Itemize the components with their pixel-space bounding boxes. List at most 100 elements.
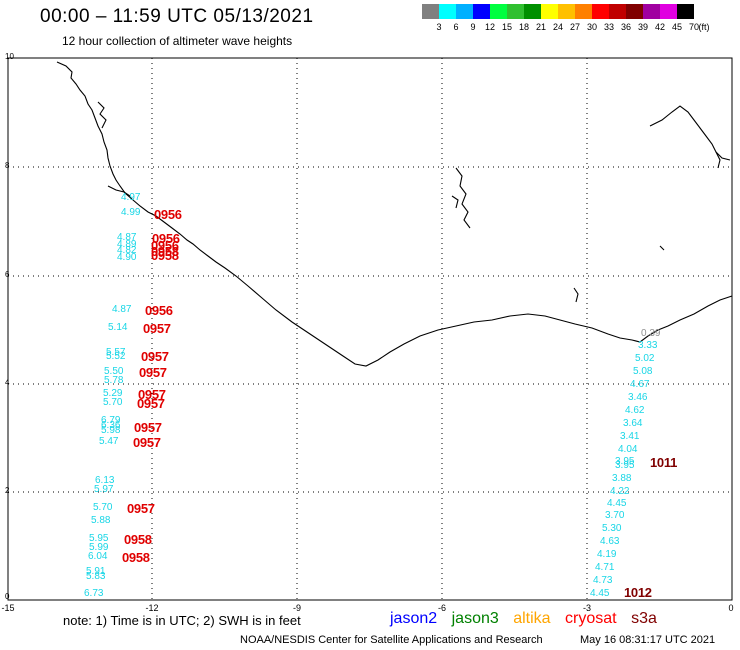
wave-height-label: 4.04 xyxy=(618,444,638,455)
colorbar-label: 30 xyxy=(586,22,598,32)
time-label: 0958 xyxy=(124,532,152,547)
wave-height-label: 4.87 xyxy=(117,232,137,243)
colorbar-swatch xyxy=(541,4,558,19)
colorbar-swatch xyxy=(677,4,694,19)
colorbar xyxy=(422,4,694,19)
wave-height-label: 4.19 xyxy=(597,549,617,560)
wave-height-label: 5.08 xyxy=(633,366,653,377)
time-label: 0958 xyxy=(151,248,179,263)
time-label: 1012 xyxy=(624,585,652,600)
wave-height-label: 5.14 xyxy=(108,322,128,333)
footnote: note: 1) Time is in UTC; 2) SWH is in fe… xyxy=(63,613,301,628)
wave-height-label: 4.62 xyxy=(625,405,645,416)
wave-height-label: 4.45 xyxy=(607,498,627,509)
plot-frame xyxy=(7,57,733,601)
wave-height-label: 4.97 xyxy=(121,192,141,203)
wave-height-label: 3.95 xyxy=(615,456,635,467)
legend-s3a: s3a xyxy=(631,610,657,627)
colorbar-label: 36 xyxy=(620,22,632,32)
satellite-legend: jason2 jason3 altika cryosat s3a xyxy=(390,610,667,628)
wave-height-label: 5.78 xyxy=(104,375,124,386)
wave-height-label: 6.04 xyxy=(88,551,108,562)
x-tick: -15 xyxy=(1,603,15,613)
y-tick: 10 xyxy=(5,52,14,61)
colorbar-label: 45 xyxy=(671,22,683,32)
time-label: 0957 xyxy=(141,349,169,364)
time-label: 0957 xyxy=(134,420,162,435)
wave-height-label: 4.73 xyxy=(593,575,613,586)
time-label: 0957 xyxy=(127,501,155,516)
wave-height-label: 4.67 xyxy=(630,379,650,390)
time-label: 0956 xyxy=(145,303,173,318)
generated-timestamp: May 16 08:31:17 UTC 2021 xyxy=(580,634,716,646)
y-tick: 8 xyxy=(5,161,10,170)
wave-height-label: 5.70 xyxy=(103,397,123,408)
legend-jason2: jason2 xyxy=(390,610,438,627)
wave-height-label: 3.64 xyxy=(623,418,643,429)
x-tick: -12 xyxy=(145,603,159,613)
colorbar-swatch xyxy=(575,4,592,19)
wave-height-label: 4.45 xyxy=(590,588,610,599)
colorbar-swatch xyxy=(507,4,524,19)
colorbar-unit: (ft) xyxy=(698,22,710,32)
y-tick: 6 xyxy=(5,270,10,279)
wave-height-label: 5.30 xyxy=(602,523,622,534)
wave-height-label: 6.79 xyxy=(101,415,121,426)
wave-height-label: 5.91 xyxy=(86,566,106,577)
y-tick: 4 xyxy=(5,378,10,387)
legend-cryosat: cryosat xyxy=(565,610,617,627)
colorbar-swatch xyxy=(609,4,626,19)
wave-height-label: 6.13 xyxy=(95,475,115,486)
colorbar-swatch xyxy=(473,4,490,19)
time-label: 0957 xyxy=(138,387,166,402)
wave-height-label: 3.95 xyxy=(615,460,635,471)
colorbar-label: 21 xyxy=(535,22,547,32)
x-tick: 0 xyxy=(728,603,734,613)
wave-height-label: 3.70 xyxy=(605,510,625,521)
colorbar-swatch xyxy=(422,4,439,19)
wave-height-label: 5.47 xyxy=(99,436,119,447)
wave-height-label: 0.39 xyxy=(641,328,661,339)
colorbar-swatch xyxy=(524,4,541,19)
colorbar-label: 9 xyxy=(470,22,476,32)
y-tick: 0 xyxy=(5,592,10,601)
map-title: 00:00 – 11:59 UTC 05/13/2021 xyxy=(40,6,314,27)
time-label: 0958 xyxy=(151,244,179,259)
x-tick: -9 xyxy=(292,603,302,613)
wave-height-label: 5.02 xyxy=(635,353,655,364)
wave-height-label: 5.52 xyxy=(106,351,126,362)
wave-height-label: 5.70 xyxy=(93,502,113,513)
wave-height-label: 5.50 xyxy=(104,366,124,377)
wave-height-label: 3.46 xyxy=(628,392,648,403)
wave-height-label: 3.88 xyxy=(612,473,632,484)
wave-height-label: 4.89 xyxy=(117,239,137,250)
colorbar-swatch xyxy=(643,4,660,19)
legend-altika: altika xyxy=(513,610,551,627)
credit-line: NOAA/NESDIS Center for Satellite Applica… xyxy=(240,634,543,646)
colorbar-label: 39 xyxy=(637,22,649,32)
colorbar-label: 3 xyxy=(436,22,442,32)
wave-height-label: 5.95 xyxy=(89,533,109,544)
wave-height-label: 4.90 xyxy=(117,252,137,263)
time-label: 0957 xyxy=(137,396,165,411)
wave-height-label: 4.22 xyxy=(610,486,630,497)
wave-height-label: 6.36 xyxy=(101,420,121,431)
time-label: 1011 xyxy=(650,455,678,470)
colorbar-label: 70 xyxy=(688,22,700,32)
colorbar-swatch xyxy=(439,4,456,19)
colorbar-label: 6 xyxy=(453,22,459,32)
wave-height-label: 5.88 xyxy=(91,515,111,526)
colorbar-swatch xyxy=(490,4,507,19)
colorbar-label: 15 xyxy=(501,22,513,32)
wave-height-label: 4.82 xyxy=(117,245,137,256)
colorbar-label: 18 xyxy=(518,22,530,32)
colorbar-label: 24 xyxy=(552,22,564,32)
map-subtitle: 12 hour collection of altimeter wave hei… xyxy=(62,34,293,48)
legend-jason3: jason3 xyxy=(451,610,499,627)
time-label: 0957 xyxy=(139,365,167,380)
wave-height-label: 5.29 xyxy=(103,388,123,399)
wave-height-label: 5.57 xyxy=(106,347,126,358)
wave-height-label: 4.87 xyxy=(112,304,132,315)
wave-height-label: 4.63 xyxy=(600,536,620,547)
colorbar-label: 42 xyxy=(654,22,666,32)
